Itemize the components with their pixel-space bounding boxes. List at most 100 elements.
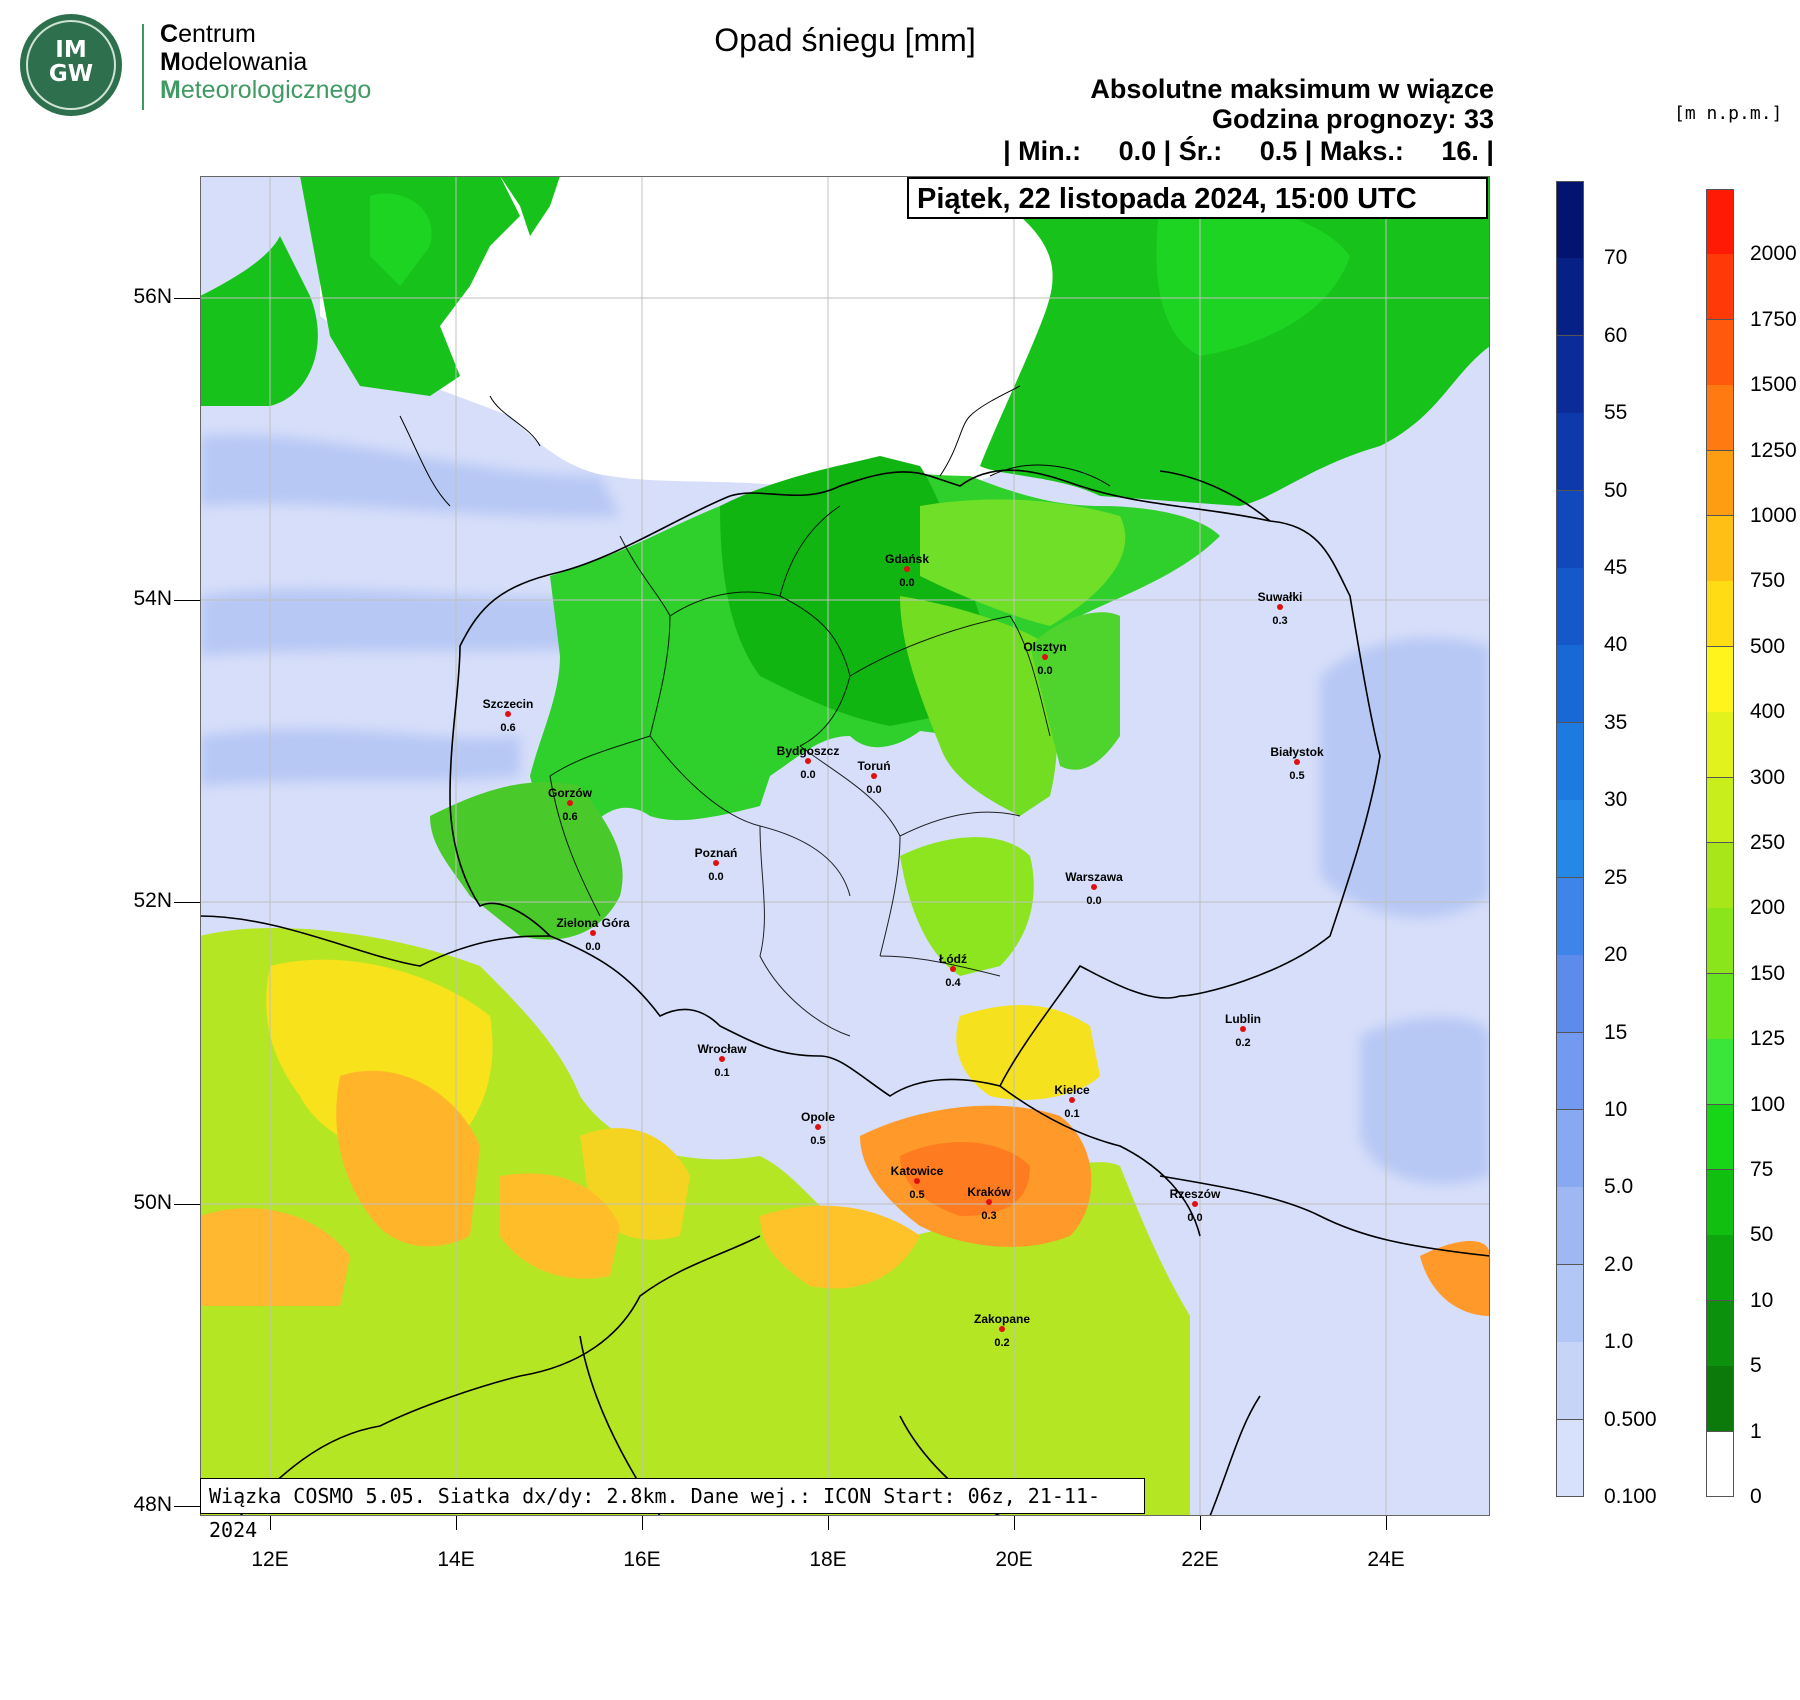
city-label: Zielona Góra 0.0 <box>543 916 643 954</box>
colorbar-segment <box>1706 254 1734 321</box>
city-value: 0.0 <box>800 769 816 781</box>
colorbar-label: 400 <box>1750 700 1786 724</box>
city-value: 0.3 <box>1272 615 1288 627</box>
city-label: Łódź 0.4 <box>903 952 1003 990</box>
city-name: Gorzów <box>548 786 592 800</box>
colorbar-label: 30 <box>1604 788 1628 812</box>
colorbar-label: 10 <box>1604 1097 1628 1121</box>
height-unit-label: [m n.p.m.] <box>1674 103 1783 124</box>
colorbar-top-edge <box>1556 181 1584 182</box>
lon-tick <box>1386 1516 1387 1530</box>
colorbar-label: 35 <box>1604 710 1628 734</box>
colorbar-segment <box>1556 1032 1584 1111</box>
city-value: 0.0 <box>1187 1212 1203 1224</box>
city-value: 0.1 <box>1064 1108 1080 1120</box>
logo-line-1: Centrum <box>160 20 256 48</box>
colorbar-segment <box>1706 1104 1734 1171</box>
emblem-ring <box>26 20 116 110</box>
colorbar-segment <box>1706 908 1734 975</box>
city-name: Toruń <box>857 759 891 773</box>
city-value: 0.0 <box>866 784 882 796</box>
logo-divider <box>142 24 144 110</box>
city-marker <box>1294 759 1300 765</box>
colorbar-segment <box>1706 581 1734 648</box>
city-name: Zielona Góra <box>556 916 630 930</box>
colorbar-segment <box>1706 450 1734 517</box>
map-frame <box>200 176 1490 1516</box>
logo-line-2: Modelowania <box>160 48 308 76</box>
logo-line-3: Meteorologicznego <box>160 76 372 104</box>
city-marker <box>815 1124 821 1130</box>
colorbar-segment <box>1706 1039 1734 1106</box>
colorbar-segment <box>1556 568 1584 646</box>
city-label: Warszawa 0.0 <box>1044 870 1144 908</box>
colorbar-label: 500 <box>1750 634 1786 658</box>
colorbar-label: 20 <box>1604 943 1628 967</box>
lat-tick <box>174 1204 200 1205</box>
colorbar-label: 70 <box>1604 246 1628 270</box>
city-name: Bydgoszcz <box>776 744 840 758</box>
lat-tick-label: 48N <box>133 1493 172 1516</box>
city-value: 0.0 <box>585 941 601 953</box>
colorbar-segment <box>1706 319 1734 386</box>
lat-tick <box>174 298 200 299</box>
colorbar-label: 250 <box>1750 831 1786 854</box>
lon-tick <box>1014 1516 1015 1530</box>
city-marker <box>1069 1097 1075 1103</box>
colorbar-label: 50 <box>1604 478 1628 502</box>
colorbar-segment <box>1556 877 1584 956</box>
city-label: Poznań 0.0 <box>666 846 766 884</box>
lon-tick <box>828 1516 829 1530</box>
city-label: Rzeszów 0.0 <box>1145 1187 1245 1225</box>
colorbar-segment <box>1706 712 1734 779</box>
city-name: Gdańsk <box>884 552 929 566</box>
no-snow-sea <box>320 176 1160 500</box>
colorbar-label: 1.0 <box>1604 1330 1634 1354</box>
model-info-box: Wiązka COSMO 5.05. Siatka dx/dy: 2.8km. … <box>200 1478 1145 1542</box>
city-marker <box>1192 1201 1198 1207</box>
city-label: Bydgoszcz 0.0 <box>758 744 858 782</box>
city-value: 0.6 <box>500 722 516 734</box>
colorbar-label: 5 <box>1750 1354 1762 1378</box>
city-label: Kielce 0.1 <box>1022 1083 1122 1121</box>
colorbar-label: 40 <box>1604 633 1628 657</box>
colorbar-label: 125 <box>1750 1027 1786 1051</box>
city-name: Rzeszów <box>1169 1187 1221 1201</box>
colorbar-segment <box>1556 335 1584 414</box>
city-value: 0.0 <box>708 871 724 883</box>
city-label: Suwałki 0.3 <box>1230 590 1330 628</box>
lat-tick <box>174 902 200 903</box>
city-name: Zakopane <box>973 1312 1030 1326</box>
colorbar-label: 200 <box>1750 896 1786 920</box>
city-value: 0.5 <box>1289 770 1305 782</box>
imgw-emblem: IM GW <box>20 14 122 116</box>
city-name: Białystok <box>1270 745 1324 759</box>
city-name: Wrocław <box>697 1042 747 1056</box>
emblem-text: IM GW <box>48 37 94 87</box>
city-label: Szczecin 0.6 <box>458 697 558 735</box>
colorbar-segment <box>1706 1300 1734 1367</box>
lon-tick-label: 12E <box>251 1548 289 1571</box>
city-label: Opole 0.5 <box>768 1110 868 1148</box>
land-north-bright <box>370 193 1350 356</box>
colorbar-label: 2.0 <box>1604 1252 1634 1276</box>
city-name: Opole <box>800 1110 835 1124</box>
colorbar-segment <box>1706 516 1734 582</box>
colorbar-segment <box>1556 722 1584 801</box>
lon-tick <box>642 1516 643 1530</box>
city-marker <box>950 966 956 972</box>
city-label: Gorzów 0.6 <box>520 786 620 824</box>
colorbar-segment <box>1706 385 1734 452</box>
green-region-kielce <box>900 837 1034 976</box>
colorbar-segment <box>1706 189 1734 255</box>
city-marker <box>986 1199 992 1205</box>
city-value: 0.1 <box>714 1067 730 1079</box>
lat-tick <box>174 600 200 601</box>
imgw-logo: IM GW Centrum Modelowania Meteorologiczne… <box>10 10 390 116</box>
colorbar-segment <box>1706 646 1734 713</box>
colorbar-segment <box>1706 1366 1734 1433</box>
city-value: 0.5 <box>810 1135 826 1147</box>
lat-tick-label: 50N <box>133 1191 172 1214</box>
green-region-light-a <box>920 499 1126 626</box>
voivodeship-borders <box>549 505 1051 1037</box>
